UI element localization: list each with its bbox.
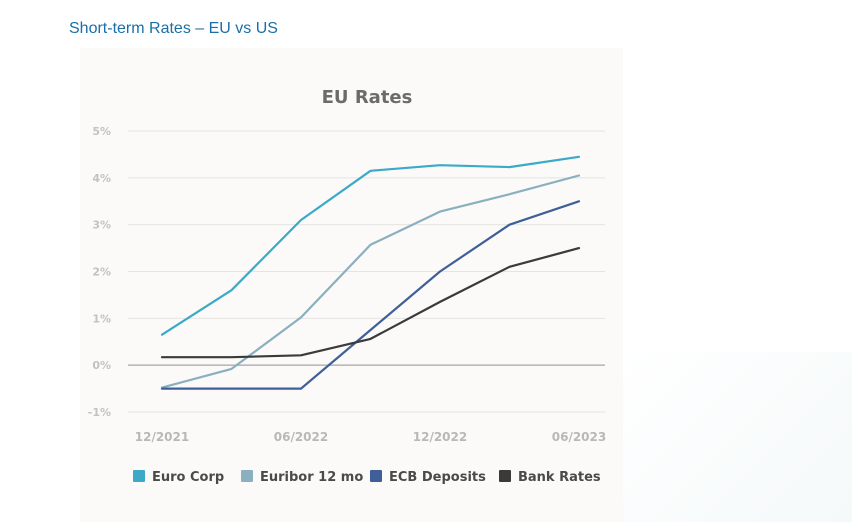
legend-swatch	[133, 470, 145, 482]
x-tick-label: 12/2021	[135, 430, 189, 444]
y-tick-label: -1%	[88, 406, 111, 419]
y-tick-label: 0%	[92, 359, 111, 372]
y-tick-label: 5%	[92, 125, 111, 138]
chart-title: EU Rates	[322, 87, 413, 108]
series-line-euro-corp	[160, 155, 581, 336]
series-line-euribor-12-mo	[160, 174, 581, 389]
legend-swatch	[499, 470, 511, 482]
legend-swatch	[241, 470, 253, 482]
legend-label: ECB Deposits	[389, 470, 486, 485]
legend-label: Bank Rates	[518, 470, 601, 485]
x-tick-label: 06/2022	[274, 430, 328, 444]
series-line-bank-rates	[160, 247, 581, 359]
legend-label: Euribor 12 mo	[260, 470, 363, 485]
y-tick-label: 4%	[92, 172, 111, 185]
x-tick-label: 12/2022	[413, 430, 467, 444]
y-tick-label: 3%	[92, 219, 111, 232]
y-tick-label: 1%	[92, 312, 111, 325]
background-decoration	[622, 352, 852, 522]
page-heading: Short-term Rates – EU vs US	[69, 20, 278, 37]
chart-panel	[80, 48, 623, 522]
y-tick-label: 2%	[92, 266, 111, 279]
legend-label: Euro Corp	[152, 470, 224, 485]
series-line-ecb-deposits	[160, 200, 581, 390]
x-tick-label: 06/2023	[552, 430, 606, 444]
legend-swatch	[370, 470, 382, 482]
